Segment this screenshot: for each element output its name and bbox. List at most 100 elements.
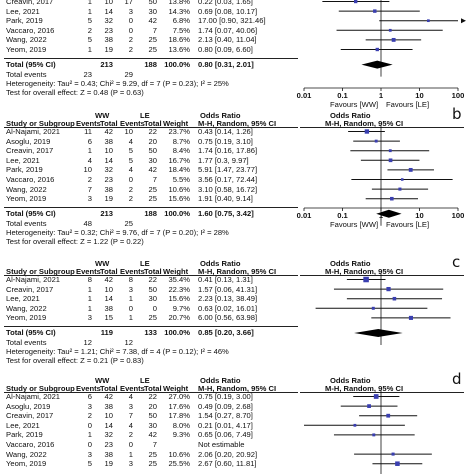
- events-le: 1: [128, 449, 133, 459]
- total-le: 20: [148, 136, 157, 146]
- events-ww: 2: [87, 411, 92, 421]
- events-le: 17: [124, 0, 133, 6]
- total-ww: 19: [104, 45, 113, 54]
- events-ww: 8: [87, 275, 92, 284]
- events-le: 2: [128, 184, 133, 194]
- rule-line: [300, 392, 464, 393]
- events-le: 1: [128, 294, 133, 304]
- weight-value: 17.8%: [168, 411, 190, 421]
- total-ww: 23: [104, 440, 113, 449]
- events-header: Events: [76, 119, 101, 128]
- weight-header: Weight: [163, 384, 189, 393]
- study-name: Wang, 2022: [6, 35, 47, 45]
- total-n-le: 133: [144, 328, 157, 337]
- total-events-le: 25: [124, 218, 133, 228]
- weight-value: 16.7%: [168, 155, 190, 165]
- x-tick-label: 10: [415, 211, 424, 220]
- total-ww: 15: [104, 313, 113, 323]
- events-le: 0: [128, 16, 133, 26]
- total-le: 7: [152, 440, 157, 449]
- events-ww: 2: [87, 175, 92, 184]
- total-header: Total: [144, 119, 162, 128]
- study-name: Asoglu, 2019: [6, 401, 51, 411]
- total-odds-ratio-ci: 1.60 [0.75, 3.42]: [198, 208, 254, 218]
- group2-heading: LE: [140, 376, 150, 385]
- total-le: 50: [148, 411, 157, 421]
- study-name: Creavin, 2017: [6, 284, 54, 294]
- total-ww: 38: [104, 136, 113, 146]
- odds-ratio-ci: 1.54 [0.27, 8.70]: [198, 411, 253, 421]
- group2-heading: LE: [140, 111, 150, 120]
- favours-le-label: Favours [LE]: [386, 100, 430, 109]
- total-n-ww: 213: [100, 208, 113, 218]
- events-le: 3: [128, 459, 133, 469]
- weight-value: 8.7%: [172, 136, 190, 146]
- rule-line: [4, 275, 298, 276]
- total-ww: 23: [104, 25, 113, 35]
- x-tick-label: 0.1: [337, 211, 348, 220]
- weight-value: 18.4%: [168, 165, 190, 175]
- group1-heading: WW: [95, 111, 110, 120]
- events-ww: 5: [87, 16, 92, 26]
- total-ww: 19: [104, 194, 113, 204]
- total-ww: 42: [104, 392, 113, 401]
- events-ww: 10: [83, 165, 92, 175]
- events-le: 4: [128, 392, 133, 401]
- study-name: Park, 2019: [6, 165, 43, 175]
- events-ww: 1: [87, 146, 92, 156]
- total-le: 25: [148, 45, 157, 54]
- rule-line: [300, 275, 464, 276]
- odds-ratio-heading: Odds Ratio: [200, 376, 241, 385]
- total-label: Total (95% CI): [6, 59, 56, 69]
- odds-ratio-ci: 0.69 [0.08, 10.17]: [198, 6, 258, 16]
- study-estimate-square: [390, 196, 394, 201]
- events-ww: 6: [87, 392, 92, 401]
- total-le: 25: [148, 459, 157, 469]
- odds-ratio-heading: Odds Ratio: [200, 111, 241, 120]
- study-estimate-square: [388, 158, 393, 163]
- odds-ratio-ci: 0.75 [0.19, 3.10]: [198, 136, 253, 146]
- study-estimate-square: [373, 394, 379, 399]
- weight-value: 15.6%: [168, 194, 190, 204]
- total-le: 22: [148, 392, 157, 401]
- odds-ratio-plot-heading: Odds Ratio: [330, 111, 371, 120]
- study-name: Al-Najami, 2021: [6, 275, 61, 284]
- events-ww: 0: [87, 420, 92, 430]
- rule-line: [4, 326, 298, 327]
- panel-letter: c: [452, 253, 461, 271]
- odds-ratio-ci: 2.06 [0.20, 20.92]: [198, 449, 258, 459]
- total-le: 20: [148, 401, 157, 411]
- rule-line: [4, 392, 298, 393]
- odds-ratio-ci: 0.65 [0.06, 7.49]: [198, 430, 253, 440]
- total-n-le: 188: [144, 59, 157, 69]
- odds-ratio-heading: Odds Ratio: [200, 259, 241, 268]
- study-estimate-square: [364, 129, 370, 134]
- study-estimate-square: [391, 452, 395, 456]
- total-ww: 14: [104, 420, 113, 430]
- events-le: 0: [128, 25, 133, 35]
- events-header: Events: [76, 384, 101, 393]
- study-name: Creavin, 2017: [6, 146, 54, 156]
- study-name: Yeom, 2019: [6, 45, 47, 54]
- total-header: Total: [144, 267, 162, 276]
- study-name: Lee, 2021: [6, 6, 40, 16]
- study-estimate-square: [391, 37, 396, 42]
- odds-ratio-ci: 0.21 [0.01, 4.17]: [198, 420, 253, 430]
- group2-heading: LE: [140, 259, 150, 268]
- total-events-le: 29: [124, 69, 133, 79]
- study-estimate-square: [388, 28, 392, 32]
- total-ww: 42: [104, 127, 113, 136]
- events-le: 5: [128, 146, 133, 156]
- odds-ratio-ci: 2.23 [0.13, 38.49]: [198, 294, 258, 304]
- total-le: 25: [148, 449, 157, 459]
- x-tick-label: 100: [451, 91, 465, 100]
- total-le: 25: [148, 194, 157, 204]
- study-estimate-square: [398, 187, 402, 191]
- events-le: 4: [128, 420, 133, 430]
- events-le: 2: [128, 35, 133, 45]
- total-n-ww: 119: [100, 328, 113, 337]
- events-ww: 0: [87, 440, 92, 449]
- total-events-ww: 12: [83, 338, 92, 347]
- events-le: 3: [128, 401, 133, 411]
